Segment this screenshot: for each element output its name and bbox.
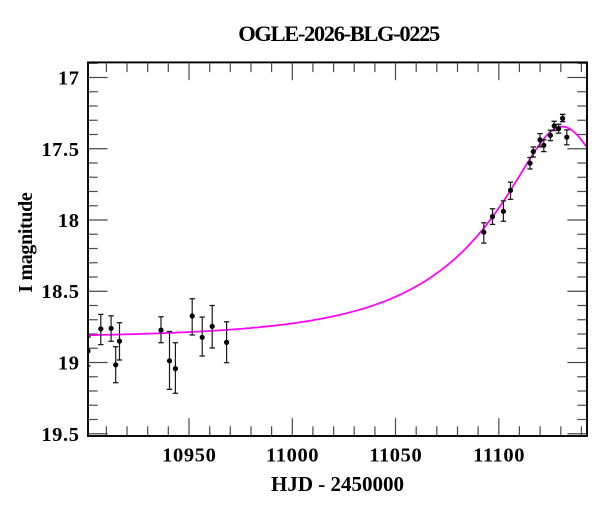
svg-text:OGLE-2026-BLG-0225: OGLE-2026-BLG-0225	[238, 21, 440, 46]
svg-text:11050: 11050	[369, 445, 422, 467]
svg-text:19: 19	[58, 353, 80, 375]
svg-text:18.5: 18.5	[41, 281, 79, 303]
svg-text:HJD - 2450000: HJD - 2450000	[271, 472, 404, 496]
svg-text:10950: 10950	[162, 445, 216, 467]
svg-text:11100: 11100	[473, 445, 525, 467]
svg-text:17: 17	[58, 68, 80, 90]
svg-text:17.5: 17.5	[41, 139, 79, 161]
svg-text:11000: 11000	[266, 445, 319, 467]
svg-text:18: 18	[58, 210, 80, 232]
svg-text:I magnitude: I magnitude	[15, 192, 37, 293]
svg-text:19.5: 19.5	[41, 424, 79, 446]
